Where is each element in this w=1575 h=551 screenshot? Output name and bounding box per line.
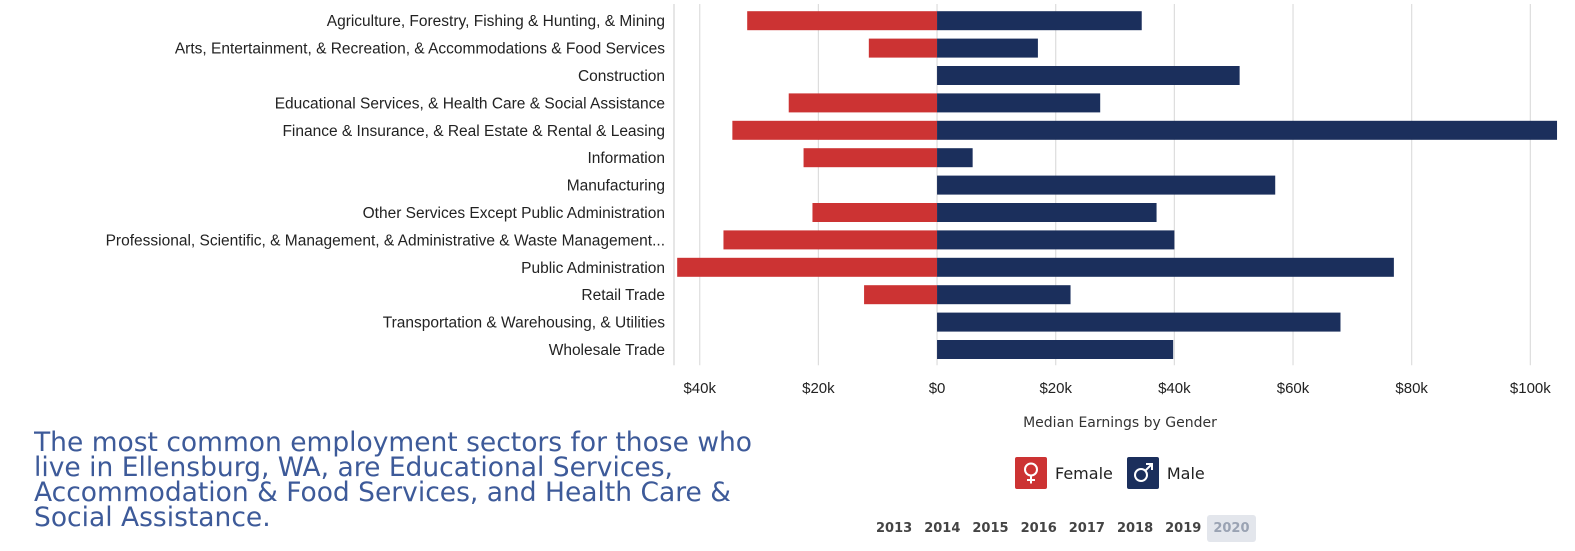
bar-male[interactable] [937, 120, 1558, 140]
x-tick-label: $0 [929, 380, 946, 397]
category-label: Public Administration [521, 260, 665, 277]
legend: Female Male [1015, 456, 1205, 490]
category-label: Professional, Scientific, & Management, … [106, 232, 665, 249]
category-label: Retail Trade [581, 287, 665, 304]
x-tick-label: $100k [1510, 380, 1551, 397]
category-label: Transportation & Warehousing, & Utilitie… [383, 315, 666, 332]
year-option-2019[interactable]: 2019 [1165, 521, 1202, 536]
category-label: Construction [578, 68, 665, 85]
category-label: Educational Services, & Health Care & So… [275, 95, 665, 112]
year-option-2015[interactable]: 2015 [972, 521, 1009, 536]
bar-male[interactable] [937, 93, 1101, 113]
bar-female[interactable] [747, 11, 938, 31]
category-label: Information [587, 150, 665, 167]
year-option-2014[interactable]: 2014 [924, 521, 961, 536]
male-symbol-icon [1126, 457, 1159, 489]
legend-item-female[interactable]: Female [1015, 457, 1113, 489]
bar-male[interactable] [937, 340, 1174, 359]
legend-label-male: Male [1166, 463, 1205, 483]
bar-female[interactable] [868, 38, 938, 58]
bar-male[interactable] [937, 11, 1142, 31]
bar-female[interactable] [788, 93, 938, 113]
bar-female[interactable] [723, 230, 938, 250]
category-label: Wholesale Trade [549, 342, 665, 359]
category-label: Arts, Entertainment, & Recreation, & Acc… [175, 41, 665, 58]
legend-item-male[interactable]: Male [1126, 457, 1205, 489]
bar-female[interactable] [677, 257, 938, 277]
year-option-2017[interactable]: 2017 [1068, 521, 1105, 536]
year-option-2016[interactable]: 2016 [1020, 521, 1057, 536]
female-symbol-icon [1015, 457, 1047, 489]
median-earnings-chart: Agriculture, Forestry, Fishing & Hunting… [106, 4, 1558, 431]
bar-female[interactable] [812, 203, 938, 222]
x-tick-label: $40k [683, 380, 716, 397]
bar-male[interactable] [937, 38, 1038, 58]
bar-male[interactable] [937, 257, 1394, 277]
x-tick-label: $60k [1277, 380, 1310, 397]
bar-male[interactable] [937, 175, 1276, 195]
x-tick-label: $20k [1039, 380, 1072, 397]
bar-female[interactable] [803, 148, 938, 168]
category-label: Other Services Except Public Administrat… [363, 205, 665, 222]
bar-male[interactable] [937, 148, 973, 168]
bar-male[interactable] [937, 66, 1240, 85]
year-option-2013[interactable]: 2013 [876, 521, 913, 536]
legend-label-female: Female [1055, 463, 1113, 483]
bar-male[interactable] [937, 203, 1157, 222]
bar-female[interactable] [732, 120, 938, 140]
category-label: Agriculture, Forestry, Fishing & Hunting… [327, 13, 665, 30]
bar-male[interactable] [937, 230, 1175, 250]
bar-male[interactable] [937, 285, 1071, 305]
category-label: Finance & Insurance, & Real Estate & Ren… [282, 123, 665, 140]
bar-female[interactable] [864, 285, 938, 305]
x-axis-title: Median Earnings by Gender [1023, 415, 1217, 431]
x-tick-label: $80k [1395, 380, 1428, 397]
bar-male[interactable] [937, 312, 1341, 332]
x-tick-label: $20k [802, 380, 835, 397]
summary-text: The most common employment sectors for t… [34, 430, 753, 533]
x-tick-label: $40k [1158, 380, 1191, 397]
category-label: Manufacturing [567, 178, 665, 195]
year-selector: 2013 2014 2015 2016 2017 2018 2019 2020 [870, 515, 1256, 542]
year-option-2020[interactable]: 2020 [1207, 515, 1256, 542]
year-option-2018[interactable]: 2018 [1116, 521, 1154, 536]
